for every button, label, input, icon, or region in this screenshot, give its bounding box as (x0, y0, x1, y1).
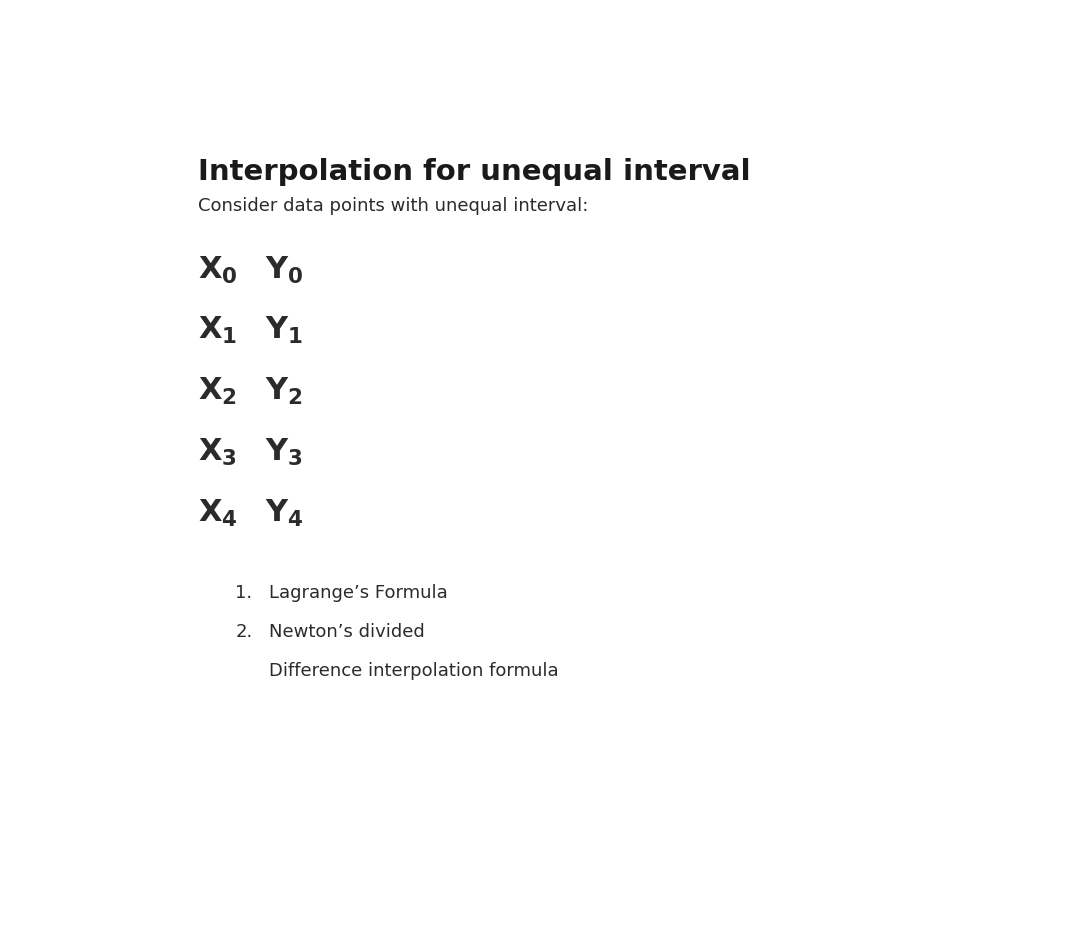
Text: Newton’s divided: Newton’s divided (269, 623, 424, 640)
Text: $\bf{Y}_{3}$: $\bf{Y}_{3}$ (265, 436, 302, 468)
Text: Consider data points with unequal interval:: Consider data points with unequal interv… (198, 197, 589, 215)
Text: $\bf{Y}_{4}$: $\bf{Y}_{4}$ (265, 497, 303, 528)
Text: $\bf{X}_{4}$: $\bf{X}_{4}$ (198, 497, 238, 528)
Text: $\bf{X}_{1}$: $\bf{X}_{1}$ (198, 315, 237, 346)
Text: $\bf{Y}_{1}$: $\bf{Y}_{1}$ (265, 315, 302, 346)
Text: 2.: 2. (235, 623, 253, 640)
Text: Interpolation for unequal interval: Interpolation for unequal interval (198, 158, 751, 186)
Text: $\bf{X}_{3}$: $\bf{X}_{3}$ (198, 436, 237, 468)
Text: $\bf{Y}_{0}$: $\bf{Y}_{0}$ (265, 254, 303, 285)
Text: $\bf{X}_{2}$: $\bf{X}_{2}$ (198, 376, 237, 406)
Text: $\bf{Y}_{2}$: $\bf{Y}_{2}$ (265, 376, 302, 406)
Text: Lagrange’s Formula: Lagrange’s Formula (269, 583, 448, 601)
Text: 1.: 1. (235, 583, 253, 601)
Text: $\bf{X}_{0}$: $\bf{X}_{0}$ (198, 254, 238, 285)
Text: Difference interpolation formula: Difference interpolation formula (269, 662, 558, 679)
